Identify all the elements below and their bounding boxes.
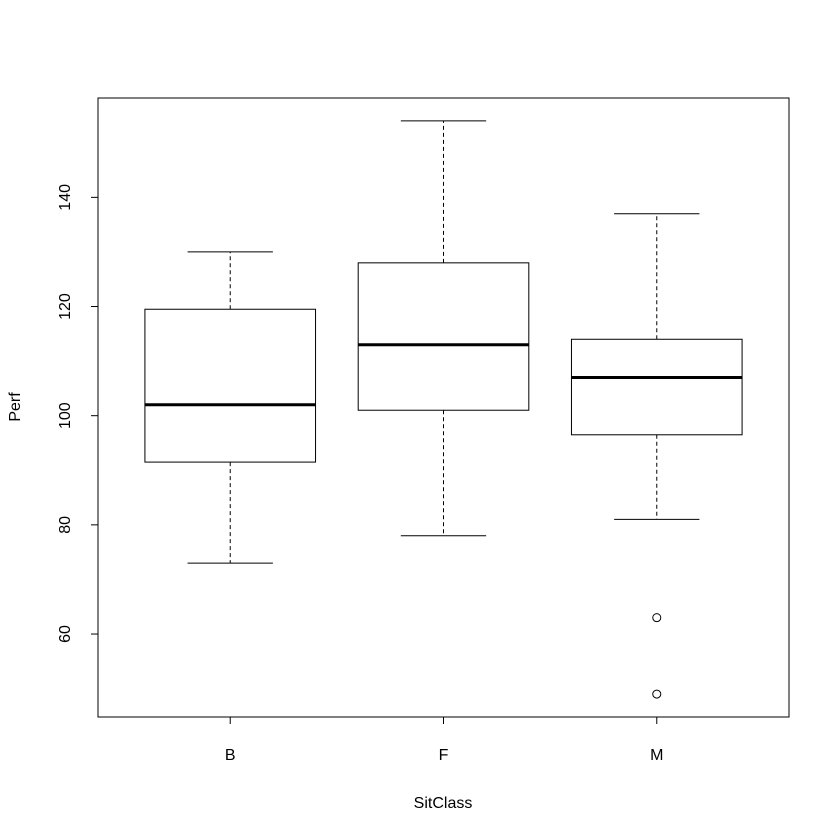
y-tick-label: 60: [57, 625, 74, 643]
x-tick-label: F: [439, 747, 449, 764]
outlier: [652, 613, 662, 623]
y-axis-title: Perf: [7, 392, 24, 422]
x-axis-title: SitClass: [414, 795, 473, 812]
y-tick-label: 100: [57, 402, 74, 429]
box: [570, 338, 743, 436]
x-tick-label: M: [650, 747, 663, 764]
y-tick-label: 140: [57, 184, 74, 211]
y-tick-label: 120: [57, 293, 74, 320]
outlier: [652, 689, 662, 699]
box: [357, 262, 530, 411]
box: [144, 308, 317, 463]
x-tick-label: B: [225, 747, 236, 764]
y-tick-label: 80: [57, 516, 74, 534]
